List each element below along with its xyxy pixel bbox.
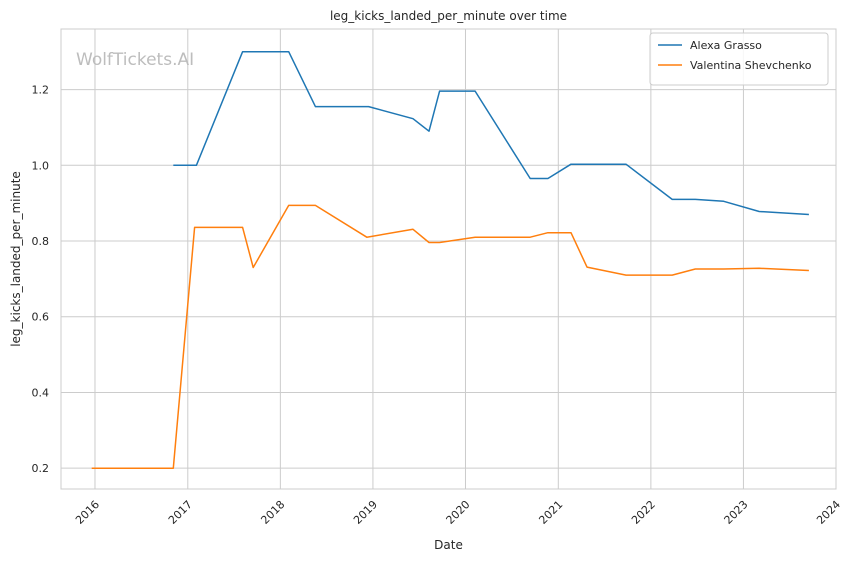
y-tick-label: 0.8 xyxy=(32,235,50,248)
y-tick-label: 0.6 xyxy=(32,311,50,324)
y-tick-label: 1.0 xyxy=(32,159,50,172)
plot-frame xyxy=(60,28,837,490)
legend-box xyxy=(649,32,829,86)
y-tick-label: 0.4 xyxy=(32,386,50,399)
chart-title: leg_kicks_landed_per_minute over time xyxy=(330,9,567,23)
legend-label: Valentina Shevchenko xyxy=(690,59,812,72)
y-tick-label: 0.2 xyxy=(32,462,50,475)
y-axis-label: leg_kicks_landed_per_minute xyxy=(9,171,23,347)
legend: Alexa Grasso Valentina Shevchenko xyxy=(649,32,829,86)
series-line-0 xyxy=(173,50,809,216)
watermark: WolfTickets.AI xyxy=(76,50,194,70)
y-tick-label: 1.2 xyxy=(32,84,50,97)
legend-label: Alexa Grasso xyxy=(690,39,762,52)
series-line-1 xyxy=(91,204,809,469)
series-layer xyxy=(91,50,809,469)
x-axis-label: Date xyxy=(434,538,463,552)
